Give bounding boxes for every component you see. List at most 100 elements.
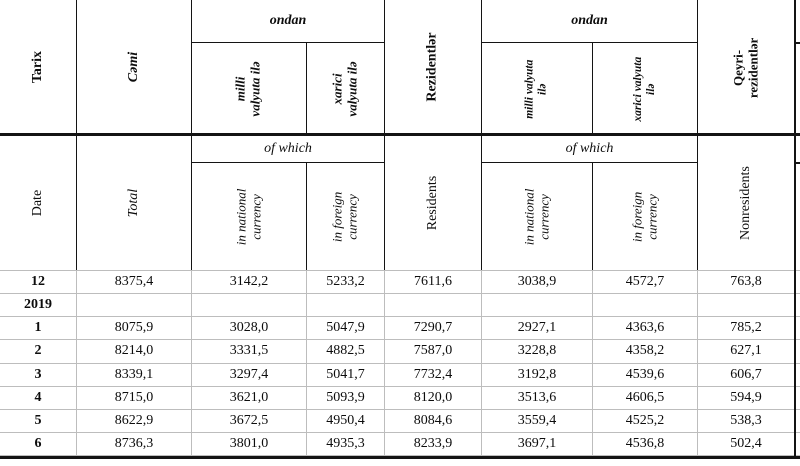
table-cell: 8075,9	[77, 317, 192, 341]
header-label-ondan-total: ondan	[269, 13, 307, 28]
row-label: 6	[0, 432, 77, 456]
table-cell: 3331,5	[192, 340, 307, 364]
header-cell-tarix: Tarix	[0, 0, 77, 135]
table-cell: 502,4	[698, 432, 795, 456]
header-cell-rezidentler: Rezidentlər	[385, 0, 482, 135]
table-cell: 4363,6	[593, 317, 698, 341]
header-cell-foreign-total: in foreign currency	[307, 163, 385, 270]
header-label-foreign-residents: in foreign currency	[629, 191, 659, 242]
table-cell	[482, 294, 593, 318]
table-cell: 7290,7	[385, 317, 482, 341]
table-bottom-border	[0, 456, 800, 459]
table-cell: 8084,6	[385, 409, 482, 433]
table-cell: 4935,3	[307, 432, 385, 456]
header-cell-milli-total: milli valyuta ilə	[192, 43, 307, 135]
table-cell	[593, 294, 698, 318]
header-bottom-gridline	[0, 270, 800, 271]
header-cell-foreign-residents: in foreign currency	[593, 163, 698, 270]
header-label-ondan-residents: ondan	[571, 13, 608, 28]
row-label: 5	[0, 409, 77, 433]
header-cell-residents: Residents	[385, 136, 482, 270]
header-cell-ondan-residents: ondan	[482, 0, 698, 43]
table-cell: 5041,7	[307, 363, 385, 387]
table-cell: 7611,6	[385, 271, 482, 295]
table-cell: 8715,0	[77, 386, 192, 410]
header-label-foreign-total: in foreign currency	[329, 191, 360, 242]
table-cell: 4525,2	[593, 409, 698, 433]
header-cell-of-which-total: of which	[192, 136, 385, 163]
row-right-spacer	[795, 271, 800, 295]
table-cell: 3192,8	[482, 363, 593, 387]
table-cell: 8214,0	[77, 340, 192, 364]
table-cell: 3801,0	[192, 432, 307, 456]
header-cell-national-total: in national currency	[192, 163, 307, 270]
table-cell: 7587,0	[385, 340, 482, 364]
table-cell: 8736,3	[77, 432, 192, 456]
data-grid: 12 8375,4 3142,2 5233,2 7611,6 3038,9 4572,7 76…	[0, 271, 800, 456]
header-label-qeyri-rezidentler: Qeyri- rezidentlər	[730, 37, 760, 98]
table-cell: 8339,1	[77, 363, 192, 387]
header-separator-line	[0, 133, 800, 136]
header-cell-qeyri-rezidentler: Qeyri- rezidentlər	[698, 0, 795, 135]
table-cell: 4882,5	[307, 340, 385, 364]
table-cell: 5233,2	[307, 271, 385, 295]
table-cell	[192, 294, 307, 318]
header-label-residents: Residents	[424, 175, 440, 231]
row-label: 12	[0, 271, 77, 295]
header-cell-total: Total	[77, 136, 192, 270]
table-cell: 4606,5	[593, 386, 698, 410]
table-cell: 3672,5	[192, 409, 307, 433]
table-cell: 3028,0	[192, 317, 307, 341]
table-cell: 3697,1	[482, 432, 593, 456]
table-cell: 785,2	[698, 317, 795, 341]
table-cell: 3038,9	[482, 271, 593, 295]
table-cell: 3142,2	[192, 271, 307, 295]
table-cell	[385, 294, 482, 318]
header-cell-date: Date	[0, 136, 77, 270]
header-label-cemi: Cəmi	[125, 52, 141, 83]
row-right-spacer	[795, 363, 800, 387]
table-cell: 538,3	[698, 409, 795, 433]
table-cell: 627,1	[698, 340, 795, 364]
header-label-milli-residents: milli valyuta ilə	[523, 59, 549, 119]
header-label-of-which-total: of which	[264, 141, 312, 156]
header-cell-cemi: Cəmi	[77, 0, 192, 135]
header-label-of-which-residents: of which	[565, 141, 614, 156]
right-edge-vertical-rule	[793, 0, 796, 456]
table-cell: 4950,4	[307, 409, 385, 433]
row-right-spacer	[795, 340, 800, 364]
header-label-milli-total: milli valyuta ilə	[233, 61, 263, 117]
table-cell: 3297,4	[192, 363, 307, 387]
table-cell: 5047,9	[307, 317, 385, 341]
row-right-spacer	[795, 386, 800, 410]
table-cell	[77, 294, 192, 318]
header-label-total: Total	[125, 188, 141, 218]
table-cell: 3513,6	[482, 386, 593, 410]
table-cell: 5093,9	[307, 386, 385, 410]
row-label: 3	[0, 363, 77, 387]
header-label-tarix: Tarix	[29, 51, 45, 84]
table-cell	[307, 294, 385, 318]
row-label: 2019	[0, 294, 77, 318]
row-label: 2	[0, 340, 77, 364]
table-cell: 3228,8	[482, 340, 593, 364]
table-cell: 8233,9	[385, 432, 482, 456]
header-label-rezidentler: Rezidentlər	[424, 32, 440, 103]
header-label-nonresidents: Nonresidents	[737, 166, 753, 240]
table-cell: 4536,8	[593, 432, 698, 456]
header-cell-nonresidents: Nonresidents	[698, 136, 795, 270]
row-right-spacer	[795, 294, 800, 318]
header-label-xarici-total: xarici valyuta ilə	[329, 61, 360, 117]
header-cell-of-which-residents: of which	[482, 136, 698, 163]
table-cell: 2927,1	[482, 317, 593, 341]
table-cell: 4539,6	[593, 363, 698, 387]
table-cell: 8120,0	[385, 386, 482, 410]
table-cell: 606,7	[698, 363, 795, 387]
table-cell: 3559,4	[482, 409, 593, 433]
header-cell-xarici-residents: xarici valyuta ilə	[593, 43, 698, 135]
right-edge-stub-top	[795, 42, 800, 44]
header-label-national-residents: in national currency	[521, 188, 551, 245]
table-cell: 4572,7	[593, 271, 698, 295]
header-cell-xarici-total: xarici valyuta ilə	[307, 43, 385, 135]
